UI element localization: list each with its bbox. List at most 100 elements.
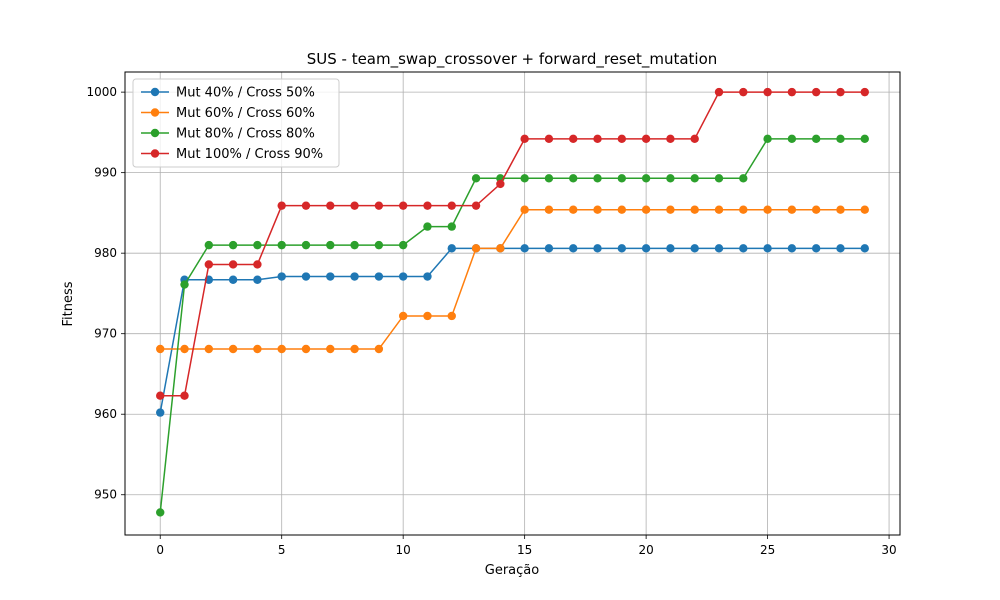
data-point [520, 205, 529, 214]
data-point [690, 134, 699, 144]
data-point [739, 244, 748, 253]
data-point [447, 222, 456, 231]
data-point [811, 205, 821, 214]
series-line [159, 247, 865, 413]
data-point [350, 272, 359, 281]
data-point [544, 244, 554, 253]
data-point [156, 508, 165, 517]
data-point [398, 272, 408, 281]
data-point [569, 134, 578, 144]
data-point [641, 205, 651, 214]
data-point [714, 244, 724, 253]
data-point [569, 244, 578, 253]
data-point [301, 272, 311, 281]
data-point [350, 201, 359, 210]
data-point [763, 87, 772, 97]
legend-marker [150, 128, 160, 138]
data-point [544, 174, 554, 183]
data-point [593, 134, 602, 144]
data-point [739, 174, 748, 183]
series-3 [156, 134, 869, 517]
data-point [204, 260, 214, 269]
data-point [447, 311, 456, 321]
data-point [471, 174, 481, 183]
data-point [593, 244, 602, 253]
legend-label: Mut 40% / Cross 50% [176, 86, 315, 101]
data-point [301, 240, 311, 250]
data-point [374, 344, 384, 354]
y-axis-label: Fitness [61, 281, 76, 326]
data-point [326, 344, 335, 354]
y-tick-label: 990 [94, 166, 117, 180]
legend-marker [150, 87, 160, 97]
data-point [180, 280, 189, 289]
data-point [836, 244, 845, 253]
data-point [471, 201, 481, 210]
data-point [787, 87, 797, 97]
data-point [496, 244, 505, 253]
legend-item: Mut 60% / Cross 60% [141, 106, 315, 121]
data-point [253, 275, 262, 284]
data-point [350, 344, 359, 354]
data-point [641, 174, 651, 183]
series-2 [156, 205, 869, 354]
data-point [690, 244, 699, 253]
data-point [714, 87, 724, 97]
y-tick-label: 960 [94, 407, 117, 421]
legend-box [132, 78, 340, 168]
x-tick-label: 10 [396, 543, 411, 557]
data-point [836, 134, 845, 144]
data-point [180, 391, 189, 400]
data-point [860, 205, 869, 214]
x-tick-label: 5 [278, 543, 286, 557]
data-point [423, 222, 432, 231]
data-point [180, 344, 189, 354]
data-point [398, 311, 408, 321]
data-point [544, 205, 554, 214]
data-point [787, 205, 797, 214]
legend-label: Mut 60% / Cross 60% [176, 106, 315, 121]
data-point [617, 205, 627, 214]
data-point [326, 272, 335, 281]
data-point [398, 201, 408, 210]
data-point [739, 205, 748, 214]
data-point [739, 87, 748, 97]
data-point [593, 174, 602, 183]
series-4 [156, 87, 869, 400]
series-1 [156, 244, 869, 417]
plot-frame [124, 71, 901, 536]
x-tick-label: 25 [760, 543, 775, 557]
data-point [617, 134, 627, 144]
data-point [666, 174, 675, 183]
data-point [326, 240, 335, 250]
data-point [398, 240, 408, 250]
legend-item: Mut 40% / Cross 50% [141, 86, 315, 101]
data-point [763, 205, 772, 214]
data-point [690, 205, 699, 214]
data-point [423, 201, 432, 210]
legend-marker [150, 149, 160, 158]
data-point [204, 344, 214, 354]
data-point [836, 205, 845, 214]
data-point [690, 174, 699, 183]
data-point [228, 260, 238, 269]
data-point [787, 134, 797, 144]
chart-title: SUS - team_swap_crossover + forward_rese… [307, 50, 718, 69]
data-point [641, 134, 651, 144]
data-point [277, 240, 286, 250]
series-line [159, 138, 865, 513]
data-point [593, 205, 602, 214]
data-point [374, 272, 384, 281]
legend-label: Mut 80% / Cross 80% [176, 127, 315, 142]
data-point [326, 201, 335, 210]
data-point [520, 244, 529, 253]
data-point [301, 201, 311, 210]
data-point [277, 272, 286, 281]
data-point [447, 244, 456, 253]
legend: Mut 40% / Cross 50% Mut 60% / Cross 60% Mu… [132, 78, 340, 168]
data-point [520, 174, 529, 183]
data-point [811, 134, 821, 144]
data-point [228, 240, 238, 250]
data-point [860, 244, 869, 253]
